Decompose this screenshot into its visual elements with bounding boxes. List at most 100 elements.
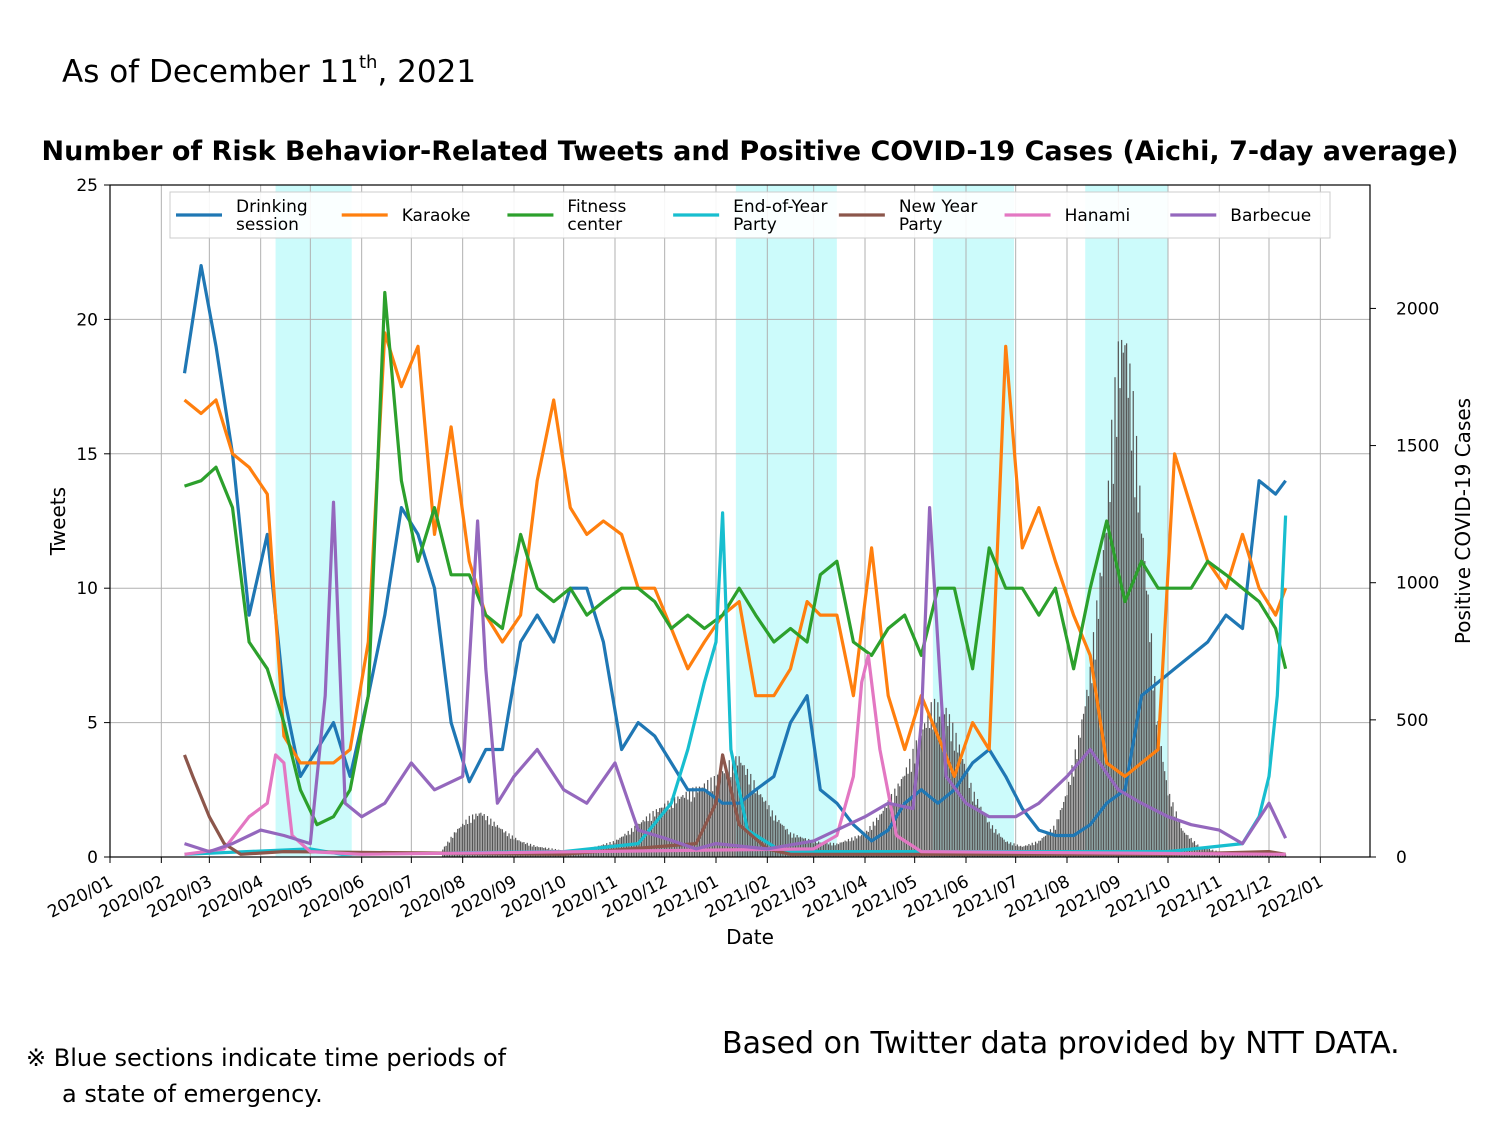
case-bar [928,728,931,857]
case-bar [1142,537,1144,857]
case-bar [508,833,510,857]
case-bar [1172,802,1174,857]
case-bar [1154,675,1156,857]
case-bar [500,828,502,857]
case-bar [1121,339,1123,858]
case-bar [799,836,802,857]
case-bar [698,786,701,857]
case-bar [722,771,724,857]
case-bar [478,813,480,857]
case-bar [950,741,952,857]
as-of-suffix: , 2021 [377,54,477,90]
case-bar [1082,713,1085,857]
case-bar [937,702,939,857]
case-bar [1174,816,1176,857]
case-bar [786,828,788,857]
case-bar [995,829,997,857]
case-bar [947,725,949,857]
case-bar [779,823,782,857]
case-bar [728,760,730,857]
case-bar [472,814,474,857]
case-bar [871,829,873,857]
case-bar [849,841,851,857]
case-bar [1111,419,1113,857]
y-tick-label: 25 [76,176,98,196]
case-bar [874,825,876,857]
case-bar [480,812,482,857]
case-bar [960,756,962,857]
case-bar [856,838,858,857]
case-bar [702,787,704,857]
case-bar [1155,724,1158,857]
note-line-2: a state of emergency. [62,1080,323,1108]
case-bar [1073,776,1075,857]
case-bar [970,782,972,857]
case-bar [690,801,692,857]
case-bar [892,803,894,857]
case-bar [1117,341,1119,857]
case-bar [826,842,828,857]
case-bar [760,794,762,857]
case-bar [659,808,661,857]
case-bar [506,836,508,857]
case-bar [1031,842,1033,857]
y-tick-label: 0 [87,848,98,868]
case-bar [796,835,798,857]
case-bar [816,842,818,857]
case-bar [1170,806,1172,857]
case-bar [852,840,855,857]
case-bar [867,831,869,857]
case-bar [967,772,969,857]
y2-tick-label: 0 [1396,848,1407,868]
case-bar [844,840,846,857]
case-bar [520,841,522,857]
case-bar [1101,576,1103,857]
case-bar [470,822,472,857]
legend-label: Karaoke [402,206,471,226]
case-bar [996,834,999,857]
case-bar [983,814,985,857]
note-line-1: ※ Blue sections indicate time periods of [26,1044,507,1072]
case-bar [1129,363,1131,857]
case-bar [914,763,916,857]
case-bar [963,763,965,857]
as-of-sup: th [359,52,378,73]
case-bar [847,838,850,857]
chart-title: Number of Risk Behavior-Related Tweets a… [41,136,1459,167]
case-bar [770,816,772,857]
case-bar [748,784,750,857]
plot-frame [109,184,1371,858]
case-bar [447,841,449,857]
case-bar [842,841,845,857]
case-bar [953,750,956,857]
case-bar [1076,759,1078,857]
case-bar [1046,832,1048,857]
case-bar [726,774,729,857]
case-bar [695,786,697,857]
case-bar [708,791,710,857]
case-bar [1000,836,1002,857]
case-bar [1175,811,1177,857]
case-bar [619,837,621,857]
case-bar [521,842,523,857]
case-bar [468,815,470,857]
emergency-band [735,185,837,857]
case-bar [1122,352,1124,857]
case-bar [991,825,994,857]
case-bar [1104,533,1106,857]
case-bar [1139,485,1141,857]
case-bar [1010,842,1012,857]
series-line-karaoke [183,331,1288,779]
case-bar [693,797,696,857]
case-bar [485,820,487,857]
case-bar [1178,820,1181,857]
case-bar [1177,821,1179,857]
case-bar [710,777,712,857]
case-bar [692,787,694,857]
case-bar [1069,784,1071,857]
case-bar [1038,840,1040,857]
case-bar [784,829,787,857]
case-bar [755,793,757,857]
case-bar [703,783,706,857]
case-bar [1137,512,1139,857]
